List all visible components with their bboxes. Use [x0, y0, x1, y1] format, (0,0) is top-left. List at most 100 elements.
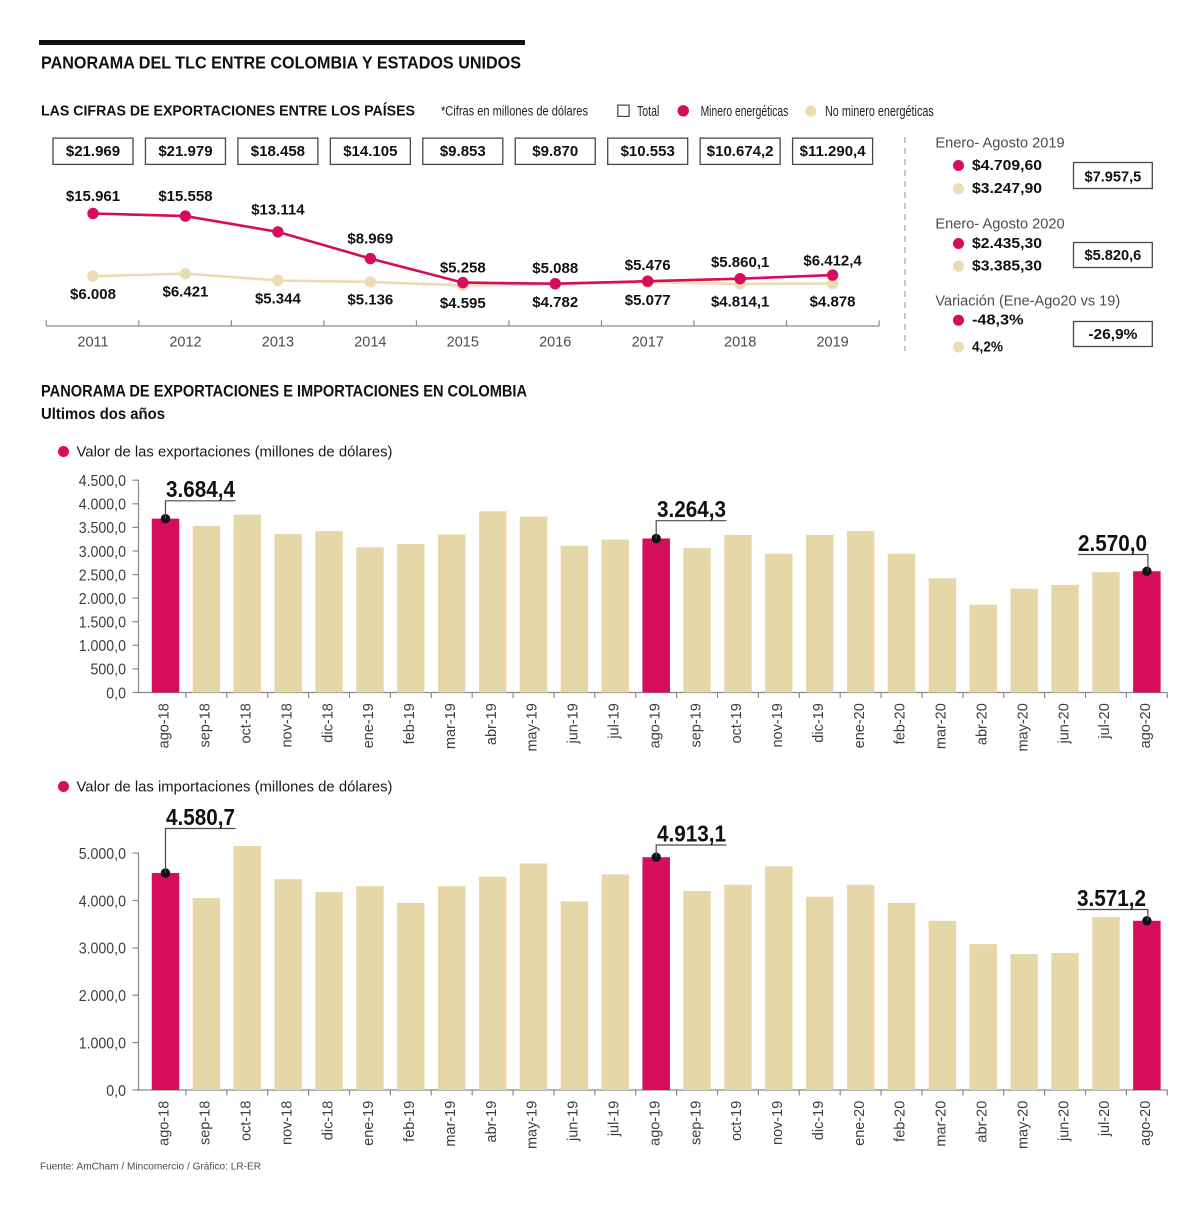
svg-text:abr-19: abr-19 — [484, 703, 500, 745]
svg-text:may-20: may-20 — [1015, 1101, 1031, 1149]
svg-text:$9.870: $9.870 — [532, 143, 578, 160]
svg-text:dic-19: dic-19 — [811, 703, 827, 743]
svg-text:$5.077: $5.077 — [625, 292, 671, 309]
svg-text:abr-20: abr-20 — [975, 703, 991, 745]
svg-text:sep-18: sep-18 — [198, 703, 214, 747]
svg-text:No minero energéticas: No minero energéticas — [825, 103, 934, 120]
svg-text:$21.969: $21.969 — [66, 143, 120, 160]
svg-text:$5.860,1: $5.860,1 — [711, 254, 769, 271]
svg-text:ene-20: ene-20 — [852, 1101, 868, 1146]
svg-text:Fuente: AmCham / Mincomercio /: Fuente: AmCham / Mincomercio / Gráfico: … — [40, 1161, 261, 1173]
svg-text:1.000,0: 1.000,0 — [79, 638, 126, 655]
svg-text:3.000,0: 3.000,0 — [79, 544, 126, 561]
svg-text:mar-20: mar-20 — [934, 1101, 950, 1147]
svg-text:$5.344: $5.344 — [255, 290, 302, 307]
svg-text:2011: 2011 — [77, 334, 108, 350]
svg-text:ene-19: ene-19 — [361, 703, 377, 748]
svg-text:1.500,0: 1.500,0 — [79, 615, 126, 632]
svg-text:mar-19: mar-19 — [443, 1101, 459, 1147]
svg-text:$5.476: $5.476 — [625, 257, 671, 274]
svg-text:$13.114: $13.114 — [251, 202, 305, 219]
svg-text:feb-20: feb-20 — [893, 703, 909, 744]
svg-text:$5.820,6: $5.820,6 — [1085, 247, 1142, 264]
svg-text:3.684,4: 3.684,4 — [166, 476, 235, 502]
svg-text:feb-19: feb-19 — [402, 703, 418, 744]
svg-text:$14.105: $14.105 — [343, 143, 397, 160]
svg-text:3.500,0: 3.500,0 — [79, 520, 126, 537]
svg-text:sep-19: sep-19 — [688, 703, 704, 747]
svg-text:feb-20: feb-20 — [893, 1101, 909, 1142]
svg-text:jul-20: jul-20 — [1097, 1101, 1113, 1137]
svg-text:500,0: 500,0 — [91, 662, 127, 679]
svg-text:2017: 2017 — [632, 334, 664, 350]
svg-text:ago-18: ago-18 — [157, 703, 173, 748]
svg-text:oct-18: oct-18 — [239, 703, 255, 743]
svg-text:$5.258: $5.258 — [440, 259, 486, 276]
svg-text:$21.979: $21.979 — [158, 143, 212, 160]
svg-text:$2.435,30: $2.435,30 — [972, 235, 1042, 252]
svg-text:2018: 2018 — [724, 334, 756, 350]
svg-text:2.570,0: 2.570,0 — [1078, 530, 1147, 556]
svg-text:nov-18: nov-18 — [279, 703, 295, 747]
svg-text:$3.385,30: $3.385,30 — [972, 258, 1042, 275]
svg-text:2015: 2015 — [447, 334, 479, 350]
svg-text:$8.969: $8.969 — [347, 230, 393, 247]
svg-text:4.000,0: 4.000,0 — [79, 497, 126, 514]
svg-text:$6.421: $6.421 — [163, 283, 209, 300]
svg-text:ene-19: ene-19 — [361, 1101, 377, 1146]
svg-text:jun-20: jun-20 — [1056, 1101, 1072, 1142]
svg-text:jul-19: jul-19 — [607, 703, 623, 739]
svg-text:jul-19: jul-19 — [607, 1101, 623, 1137]
svg-text:LAS CIFRAS DE EXPORTACIONES EN: LAS CIFRAS DE EXPORTACIONES ENTRE LOS PA… — [41, 103, 415, 120]
svg-text:$5.136: $5.136 — [347, 292, 393, 309]
svg-text:$7.957,5: $7.957,5 — [1085, 168, 1142, 185]
svg-text:Valor de las exportaciones (mi: Valor de las exportaciones (millones de … — [77, 444, 393, 461]
svg-text:oct-18: oct-18 — [239, 1101, 255, 1141]
svg-text:1.000,0: 1.000,0 — [79, 1035, 126, 1052]
svg-text:Total: Total — [637, 103, 659, 120]
svg-text:Valor de las importaciones (mi: Valor de las importaciones (millones de … — [77, 779, 393, 796]
svg-text:jun-19: jun-19 — [566, 703, 582, 744]
svg-text:nov-18: nov-18 — [279, 1101, 295, 1145]
svg-text:jul-20: jul-20 — [1097, 703, 1113, 739]
svg-text:oct-19: oct-19 — [729, 703, 745, 743]
svg-text:ene-20: ene-20 — [852, 703, 868, 748]
svg-text:$4.595: $4.595 — [440, 295, 486, 312]
svg-text:ago-18: ago-18 — [157, 1101, 173, 1146]
svg-text:4,2%: 4,2% — [972, 338, 1003, 355]
svg-text:may-19: may-19 — [525, 703, 541, 751]
svg-text:$6.412,4: $6.412,4 — [803, 253, 862, 270]
svg-text:-48,3%: -48,3% — [972, 312, 1024, 329]
svg-text:0,0: 0,0 — [106, 685, 126, 702]
svg-text:3.000,0: 3.000,0 — [79, 941, 126, 958]
svg-text:Minero energéticas: Minero energéticas — [701, 103, 789, 120]
svg-text:4.913,1: 4.913,1 — [657, 820, 726, 846]
svg-text:2.000,0: 2.000,0 — [79, 591, 126, 608]
svg-text:$4.709,60: $4.709,60 — [972, 157, 1042, 174]
svg-text:nov-19: nov-19 — [770, 703, 786, 747]
svg-text:ago-19: ago-19 — [647, 1101, 663, 1146]
svg-text:PANORAMA DEL TLC ENTRE COLOMBI: PANORAMA DEL TLC ENTRE COLOMBIA Y ESTADO… — [41, 53, 521, 73]
svg-text:$15.558: $15.558 — [158, 188, 212, 205]
svg-text:4.000,0: 4.000,0 — [79, 893, 126, 910]
svg-text:may-19: may-19 — [525, 1101, 541, 1149]
svg-text:ago-20: ago-20 — [1138, 703, 1154, 748]
svg-text:0,0: 0,0 — [106, 1083, 126, 1100]
svg-text:2014: 2014 — [354, 334, 386, 350]
svg-text:2013: 2013 — [262, 334, 294, 350]
svg-text:3.571,2: 3.571,2 — [1077, 885, 1146, 911]
svg-text:Enero- Agosto 2019: Enero- Agosto 2019 — [935, 136, 1064, 152]
svg-text:ago-20: ago-20 — [1138, 1101, 1154, 1146]
svg-text:$18.458: $18.458 — [251, 143, 305, 160]
svg-text:$4.878: $4.878 — [810, 293, 856, 310]
svg-text:Variación (Ene-Ago20 vs 19): Variación (Ene-Ago20 vs 19) — [935, 294, 1120, 310]
svg-text:sep-18: sep-18 — [198, 1101, 214, 1145]
svg-text:PANORAMA DE EXPORTACIONES E IM: PANORAMA DE EXPORTACIONES E IMPORTACIONE… — [41, 383, 527, 401]
svg-text:oct-19: oct-19 — [729, 1101, 745, 1141]
svg-text:Enero- Agosto 2020: Enero- Agosto 2020 — [935, 217, 1064, 233]
svg-text:mar-20: mar-20 — [934, 703, 950, 749]
svg-text:dic-18: dic-18 — [320, 703, 336, 743]
svg-text:$6.008: $6.008 — [70, 286, 116, 303]
svg-text:jun-19: jun-19 — [566, 1101, 582, 1142]
svg-text:4.500,0: 4.500,0 — [79, 473, 126, 490]
